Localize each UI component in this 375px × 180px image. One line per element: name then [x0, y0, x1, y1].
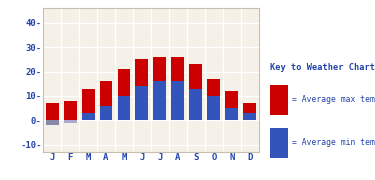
Bar: [270, 85, 288, 115]
Text: Key to Weather Chart: Key to Weather Chart: [270, 63, 375, 72]
Bar: [46, 103, 58, 120]
Bar: [189, 89, 202, 120]
Bar: [153, 57, 166, 81]
Bar: [225, 91, 238, 108]
Bar: [117, 96, 130, 120]
Bar: [225, 108, 238, 120]
Text: = Average min temp: = Average min temp: [292, 138, 375, 147]
Bar: [64, 120, 76, 123]
Bar: [82, 113, 94, 120]
Bar: [99, 106, 112, 120]
Bar: [270, 128, 288, 158]
Bar: [153, 81, 166, 120]
Bar: [189, 64, 202, 89]
Bar: [99, 81, 112, 106]
Bar: [243, 113, 256, 120]
Bar: [171, 57, 184, 81]
Bar: [64, 101, 76, 120]
Bar: [243, 103, 256, 113]
Bar: [207, 79, 220, 96]
Bar: [46, 120, 58, 125]
Bar: [171, 81, 184, 120]
Bar: [135, 86, 148, 120]
Bar: [82, 89, 94, 113]
Bar: [207, 96, 220, 120]
Bar: [135, 59, 148, 86]
Text: = Average max temp: = Average max temp: [292, 95, 375, 104]
Bar: [117, 69, 130, 96]
